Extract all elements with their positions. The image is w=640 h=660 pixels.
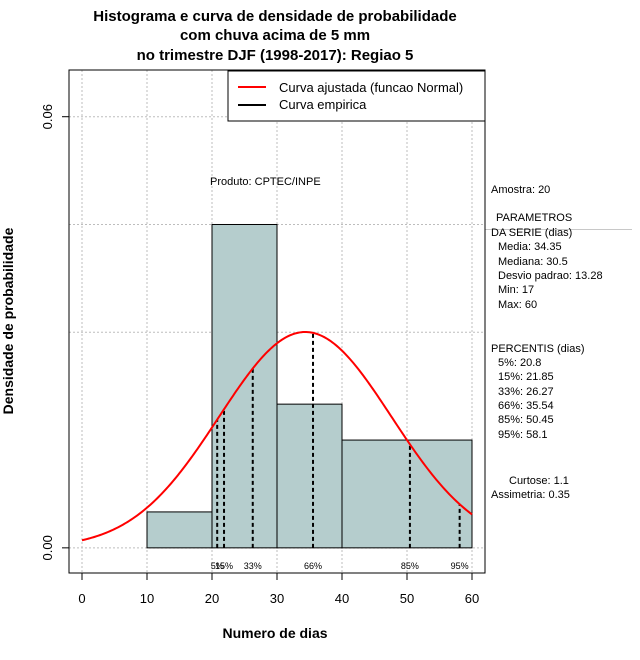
normal-curve-layer (81, 330, 473, 542)
x-tick-label: 0 (78, 591, 85, 606)
legend: Curva ajustada (funcao Normal) Curva emp… (227, 70, 486, 122)
y-axis-label: Densidade de probabilidade (0, 227, 16, 414)
stat-min: Min: 17 (498, 284, 534, 296)
histogram-bars (146, 223, 473, 549)
stat-p95: 95%: 58.1 (498, 429, 548, 441)
x-tick-label: 50 (400, 591, 414, 606)
stats-panel: Amostra: 20 PARAMETROS DA SERIE (dias) M… (491, 184, 603, 501)
percentile-label: 66% (304, 561, 322, 571)
normal-density-curve (81, 330, 473, 542)
stat-max: Max: 60 (498, 299, 537, 311)
x-tick-label: 30 (270, 591, 284, 606)
y-axis: 0.00 0.06 (40, 104, 70, 561)
percentile-label: 33% (244, 561, 262, 571)
x-tick-label: 20 (205, 591, 219, 606)
product-annotation: Produto: CPTEC/INPE (210, 176, 321, 188)
chart-title-line-3: no trimestre DJF (1998-2017): Regiao 5 (137, 47, 414, 64)
stat-curtose: Curtose: 1.1 (509, 475, 569, 487)
percentile-label: 5% (211, 561, 224, 571)
histogram-bar (146, 511, 213, 549)
chart-title-line-2: com chuva acima de 5 mm (180, 27, 370, 44)
stat-p5: 5%: 20.8 (498, 357, 541, 369)
x-tick-label: 60 (465, 591, 479, 606)
legend-label-normal: Curva ajustada (funcao Normal) (279, 80, 463, 95)
stat-p15: 15%: 21.85 (498, 371, 554, 383)
stat-assimetria: Assimetria: 0.35 (491, 489, 570, 501)
stat-p33: 33%: 26.27 (498, 386, 554, 398)
stat-p85: 85%: 50.45 (498, 414, 554, 426)
stat-amostra: Amostra: 20 (491, 184, 550, 196)
x-axis-label: Numero de dias (222, 625, 327, 641)
y-tick-label: 0.00 (40, 535, 55, 560)
legend-label-empirical: Curva empirica (279, 97, 367, 112)
histogram-bar (341, 439, 473, 549)
stat-media: Media: 34.35 (498, 241, 562, 253)
x-axis: 0 10 20 30 40 50 60 (78, 572, 479, 606)
percentile-lines: 5%15% 33% 66% 85% 95% (211, 332, 469, 571)
x-tick-label: 10 (140, 591, 154, 606)
histogram-bar (276, 403, 343, 549)
y-tick-label: 0.06 (40, 104, 55, 129)
stat-parametros-title-2: DA SERIE (dias) (491, 227, 572, 239)
percentile-label: 15% (215, 561, 233, 571)
stat-desvio: Desvio padrao: 13.28 (498, 270, 603, 282)
x-tick-label: 40 (335, 591, 349, 606)
stat-percentis-title: PERCENTIS (dias) (491, 343, 585, 355)
histogram-bar (211, 223, 278, 549)
stat-mediana: Mediana: 30.5 (498, 256, 568, 268)
stat-p66: 66%: 35.54 (498, 400, 554, 412)
percentile-label: 85% (401, 561, 419, 571)
percentile-label: 95% (451, 561, 469, 571)
legend-box (227, 70, 486, 122)
stat-parametros-title-1: PARAMETROS (496, 212, 572, 224)
chart-title-line-1: Histograma e curva de densidade de proba… (93, 8, 456, 25)
